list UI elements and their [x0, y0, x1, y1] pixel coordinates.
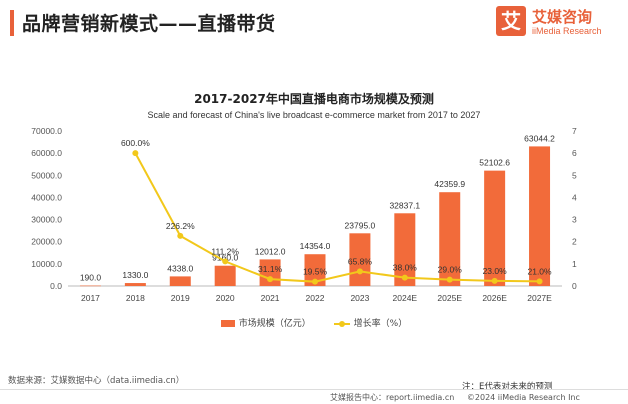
y-left-tick-label: 40000.0 [31, 192, 62, 202]
legend-bar-swatch [220, 320, 235, 327]
footer-report-center: 艾媒报告中心：report.iimedia.cn [330, 393, 455, 402]
bar-value-label: 12012.0 [255, 246, 286, 256]
bar-value-label: 190.0 [80, 273, 102, 283]
growth-rate-point-2019 [177, 232, 184, 239]
y-right-tick-label: 0 [572, 281, 577, 291]
legend-bar-label: 市场规模（亿元） [238, 319, 311, 329]
x-tick-label: 2018 [126, 293, 145, 303]
y-right-tick-label: 3 [572, 215, 577, 225]
y-right-tick-label: 6 [572, 148, 577, 158]
growth-rate-point-2021 [267, 276, 274, 283]
x-tick-label: 2023 [350, 293, 369, 303]
x-tick-label: 2017 [81, 293, 100, 303]
growth-rate-point-2026E [491, 277, 498, 284]
growth-rate-label: 23.0% [483, 266, 508, 276]
x-tick-label: 2024E [393, 293, 418, 303]
footer-divider [0, 389, 628, 390]
legend-line-label: 增长率（%） [353, 319, 408, 329]
footer: 艾媒报告中心：report.iimedia.cn ©2024 iiMedia R… [330, 392, 590, 403]
legend-item-growth-rate: 增长率（%） [333, 316, 408, 329]
y-right-tick-label: 5 [572, 170, 577, 180]
x-tick-label: 2026E [482, 293, 507, 303]
footer-copyright: ©2024 iiMedia Research Inc [466, 393, 580, 402]
bar-value-label: 1330.0 [122, 270, 148, 280]
iimedia-logo: 艾 艾媒咨询 iiMedia Research [496, 4, 606, 44]
bar-value-label: 42359.9 [434, 179, 465, 189]
x-tick-label: 2021 [261, 293, 280, 303]
bar-value-label: 32837.1 [389, 200, 420, 210]
bar-2020 [214, 265, 236, 286]
growth-rate-label: 65.8% [348, 256, 373, 266]
legend-item-market-scale: 市场规模（亿元） [220, 316, 311, 329]
x-tick-label: 2022 [306, 293, 325, 303]
growth-rate-point-2025E [446, 276, 453, 283]
growth-rate-point-2020 [222, 258, 229, 265]
bar-2026E [484, 170, 506, 286]
x-tick-label: 2019 [171, 293, 190, 303]
y-left-tick-label: 10000.0 [31, 259, 62, 269]
legend-line-swatch [333, 320, 350, 327]
x-tick-label: 2025E [437, 293, 462, 303]
growth-rate-label: 38.0% [393, 263, 418, 273]
bar-value-label: 52102.6 [479, 158, 510, 168]
bar-2019 [169, 276, 191, 286]
x-tick-label: 2020 [216, 293, 235, 303]
y-left-tick-label: 70000.0 [31, 126, 62, 136]
bar-value-label: 4338.0 [167, 263, 193, 273]
bar-2017 [79, 285, 101, 287]
y-left-tick-label: 30000.0 [31, 215, 62, 225]
chart-legend: 市场规模（亿元） 增长率（%） [0, 316, 628, 329]
logo-mark: 艾 [496, 6, 526, 36]
bar-value-label: 9160.0 [212, 253, 238, 263]
growth-rate-line [134, 152, 540, 283]
y-right-tick-label: 4 [572, 192, 577, 202]
bar-value-label: 14354.0 [300, 241, 331, 251]
y-left-tick-label: 50000.0 [31, 170, 62, 180]
growth-rate-point-2023 [356, 268, 363, 275]
bar-value-label: 23795.0 [345, 220, 376, 230]
bar-2018 [124, 283, 146, 286]
growth-rate-point-2018 [132, 150, 139, 157]
growth-rate-label: 21.0% [527, 266, 552, 276]
chart-title: 2017-2027年中国直播电商市场规模及预测 [194, 92, 434, 106]
bar-2027E [529, 146, 551, 286]
y-right-tick-label: 1 [572, 259, 577, 269]
forecast-note: 注：E代表对未来的预测 [462, 382, 553, 392]
x-tick-label: 2027E [527, 293, 552, 303]
y-right-tick-label: 2 [572, 237, 577, 247]
growth-rate-label: 111.2% [211, 246, 239, 256]
growth-rate-label: 29.0% [438, 265, 463, 275]
bar-value-label: 63044.2 [524, 133, 555, 143]
bar-2024E [394, 213, 416, 286]
growth-rate-point-2024E [401, 274, 408, 281]
page-title: 品牌营销新模式——直播带货 [22, 13, 276, 35]
growth-rate-label: 31.1% [258, 264, 283, 274]
bar-2022 [304, 254, 326, 286]
chart-subtitle: Scale and forecast of China's live broad… [147, 110, 481, 120]
growth-rate-point-2022 [312, 278, 318, 285]
growth-rate-label: 600.0% [121, 138, 150, 148]
growth-rate-label: 226.2% [166, 221, 195, 231]
y-right-tick-label: 7 [572, 126, 577, 136]
title-accent-bar [10, 10, 14, 36]
growth-rate-point-2027E [536, 278, 543, 285]
data-source: 数据来源：艾媒数据中心（data.iimedia.cn） [8, 376, 185, 386]
y-left-tick-label: 0.0 [50, 281, 62, 291]
bar-2025E [439, 192, 461, 286]
logo-name: 艾媒咨询 [532, 8, 593, 26]
y-left-tick-label: 60000.0 [31, 148, 62, 158]
logo-subtitle: iiMedia Research [532, 26, 602, 36]
growth-rate-label: 19.5% [303, 267, 328, 277]
y-left-tick-label: 20000.0 [31, 237, 62, 247]
